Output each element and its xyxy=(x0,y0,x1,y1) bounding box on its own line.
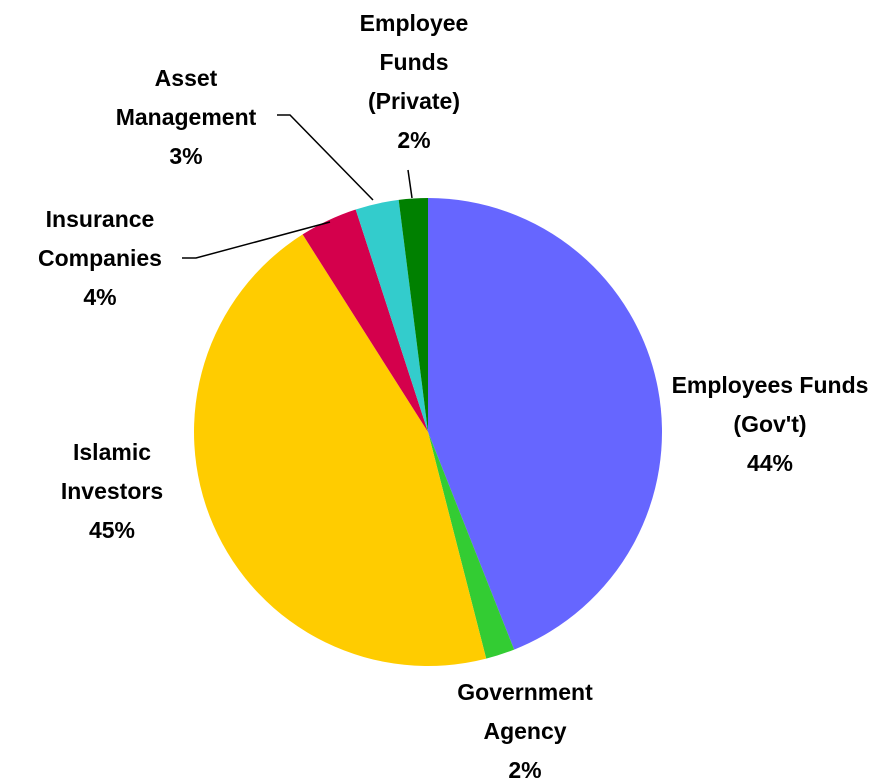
slice-label: Government Agency 2% xyxy=(433,673,618,779)
leader-line xyxy=(277,114,374,201)
slice-label: Islamic Investors 45% xyxy=(47,433,177,550)
category-label: Asset Management xyxy=(115,65,257,130)
value-label: 4% xyxy=(83,284,117,310)
slice-label: Employee Funds (Private) 2% xyxy=(352,4,477,160)
pie-slice xyxy=(398,198,428,432)
pie-slice xyxy=(193,234,487,667)
pie-slice xyxy=(302,209,428,432)
category-label: Employees Funds (Gov't) xyxy=(671,372,869,437)
pie-slice xyxy=(428,432,515,659)
value-label: 3% xyxy=(169,143,203,169)
category-label: Insurance Companies xyxy=(38,206,162,271)
slice-label: Insurance Companies 4% xyxy=(13,200,188,317)
category-label: Government Agency xyxy=(457,679,593,744)
value-label: 2% xyxy=(508,757,542,779)
category-label: Islamic Investors xyxy=(60,439,164,504)
leader-line xyxy=(407,169,413,199)
value-label: 45% xyxy=(88,517,136,543)
pie-slice xyxy=(355,199,428,432)
leader-line xyxy=(182,221,331,259)
pie-slice xyxy=(428,198,663,650)
value-label: 2% xyxy=(397,127,431,153)
value-label: 44% xyxy=(746,450,794,476)
slice-label: Employees Funds (Gov't) 44% xyxy=(665,366,875,483)
slice-label: Asset Management 3% xyxy=(91,59,281,176)
category-label: Employee Funds (Private) xyxy=(359,10,469,114)
